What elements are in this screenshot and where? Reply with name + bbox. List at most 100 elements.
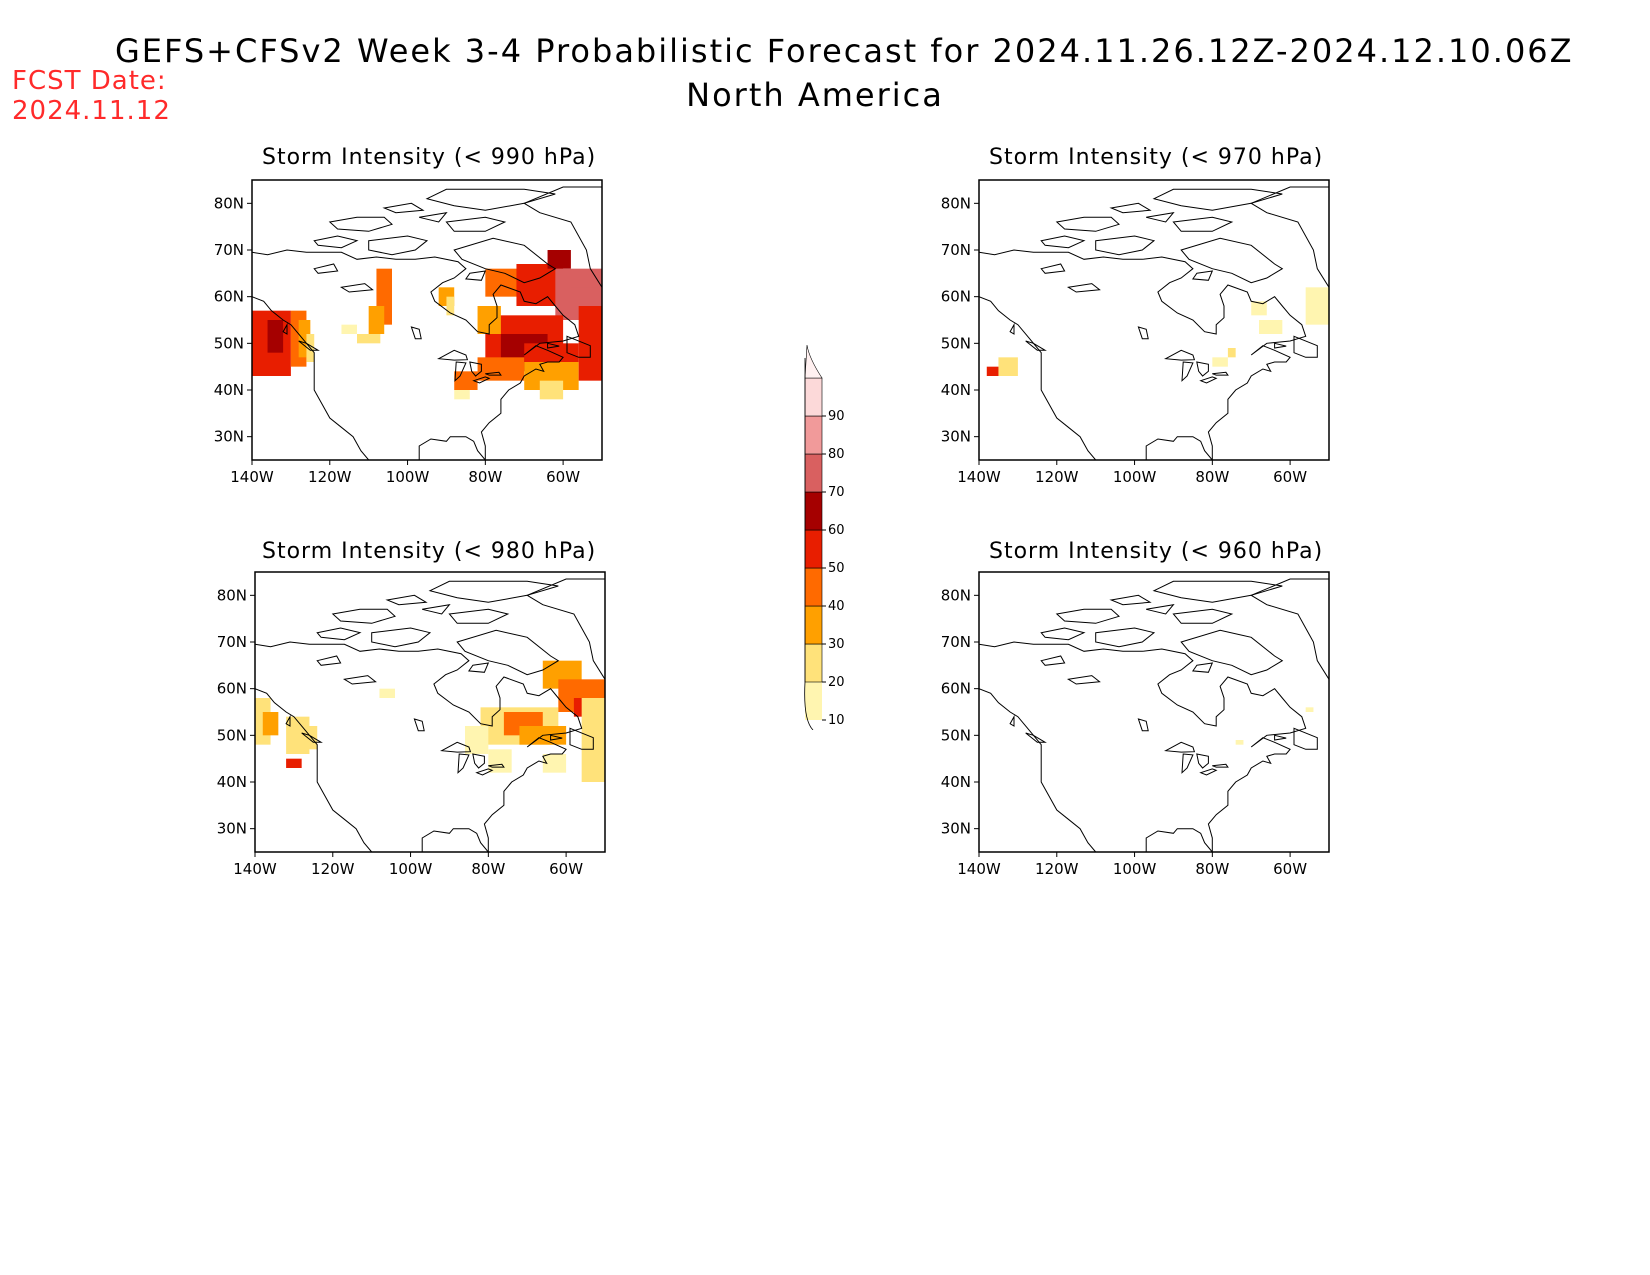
probability-cell: [542, 754, 567, 773]
lake-outline: [1212, 371, 1229, 376]
lon-tick-label: 120W: [1035, 860, 1079, 878]
lake-outline: [339, 283, 374, 293]
colorbar-label: 40: [828, 599, 845, 614]
lake-outline: [485, 371, 502, 376]
probability-cell: [477, 306, 501, 334]
lat-tick-label: 60N: [941, 288, 971, 306]
island-outline: [285, 714, 291, 727]
probability-cell: [368, 306, 385, 334]
coastline: [255, 688, 373, 852]
island-outline: [428, 580, 559, 603]
lake-outline: [1137, 718, 1149, 732]
lat-tick-label: 30N: [214, 428, 244, 446]
island-outline: [301, 732, 323, 743]
island-outline: [1009, 714, 1015, 727]
colorbar-label: 70: [828, 485, 845, 500]
island-outline: [1152, 580, 1283, 603]
probability-cell: [298, 320, 311, 358]
island-outline: [1009, 322, 1015, 335]
lat-tick-label: 50N: [941, 726, 971, 744]
island-outline: [331, 608, 396, 624]
lat-tick-label: 70N: [214, 241, 244, 259]
lon-tick-label: 100W: [386, 468, 430, 486]
lake-outline: [1199, 768, 1218, 776]
colorbar-label: 60: [828, 523, 845, 538]
probability-cell: [488, 749, 512, 773]
lon-tick-label: 100W: [1113, 468, 1157, 486]
lake-outline: [413, 718, 425, 732]
island-outline: [1095, 627, 1156, 648]
island-outline: [1095, 235, 1156, 256]
map-plot: 80N 70N 60N 50N 40N 30N 140W 120W 100W 80W 60W: [217, 571, 606, 878]
lon-tick-label: 80W: [1195, 860, 1229, 878]
coastline: [979, 688, 1097, 852]
lat-tick-label: 60N: [217, 680, 247, 698]
island-outline: [1274, 734, 1287, 741]
lake-outline: [1164, 741, 1196, 753]
island-outline: [1180, 629, 1284, 676]
island-outline: [422, 603, 451, 615]
lake-outline: [342, 675, 377, 685]
lake-outline: [472, 376, 491, 384]
probability-cell: [578, 306, 602, 381]
island-outline: [1025, 340, 1047, 351]
island-outline: [445, 216, 507, 232]
island-outline: [328, 216, 393, 232]
colorbar-segment: [804, 643, 823, 683]
coastline: [979, 296, 1097, 460]
island-outline: [1250, 186, 1329, 288]
lake-outline: [454, 361, 467, 382]
probability-cell: [986, 366, 1011, 376]
island-outline: [298, 340, 320, 351]
probability-cell: [524, 343, 579, 362]
lat-tick-label: 40N: [941, 773, 971, 791]
island-outline: [1191, 270, 1214, 281]
probability-cell: [516, 264, 564, 306]
island-outline: [550, 734, 563, 741]
probability-cell: [286, 758, 302, 768]
island-outline: [456, 629, 560, 676]
lat-tick-label: 70N: [941, 241, 971, 259]
coastline: [255, 641, 583, 852]
plot-frame: [251, 179, 603, 461]
lake-outline: [313, 263, 339, 274]
region-subtitle: North America: [686, 76, 944, 114]
lake-outline: [1181, 753, 1194, 774]
probability-cell: [357, 334, 381, 344]
lon-tick-label: 140W: [957, 860, 1001, 878]
island-outline: [1180, 237, 1284, 284]
lake-outline: [457, 753, 470, 774]
main-title: GEFS+CFSv2 Week 3-4 Probabilistic Foreca…: [115, 32, 1574, 70]
lake-outline: [1040, 655, 1066, 666]
lake-outline: [1040, 263, 1066, 274]
lon-tick-label: 100W: [1113, 860, 1157, 878]
colorbar-label: 20: [828, 675, 845, 690]
island-outline: [547, 342, 560, 349]
island-outline: [1040, 235, 1086, 249]
probability-cell: [547, 250, 571, 269]
probability-cell: [446, 296, 455, 316]
island-outline: [1109, 594, 1152, 606]
lat-tick-label: 30N: [941, 428, 971, 446]
lake-outline: [475, 768, 494, 776]
island-outline: [385, 594, 428, 606]
coastline: [1145, 436, 1213, 460]
island-outline: [464, 270, 487, 281]
island-outline: [1293, 727, 1318, 750]
island-outline: [453, 237, 557, 284]
lon-tick-label: 60W: [546, 468, 580, 486]
island-outline: [419, 211, 448, 223]
colorbar-segment: [804, 605, 823, 645]
coastline: [979, 249, 1307, 460]
lat-tick-label: 60N: [214, 288, 244, 306]
lake-outline: [1066, 675, 1101, 685]
probability-cell: [454, 390, 470, 400]
island-outline: [1191, 662, 1214, 673]
colorbar-segment: [804, 453, 823, 493]
lat-tick-label: 40N: [217, 773, 247, 791]
coastline: [421, 828, 489, 852]
island-outline: [467, 662, 490, 673]
island-outline: [282, 322, 288, 335]
lake-outline: [488, 763, 505, 768]
panel-title: Storm Intensity (< 960 hPa): [989, 539, 1324, 564]
